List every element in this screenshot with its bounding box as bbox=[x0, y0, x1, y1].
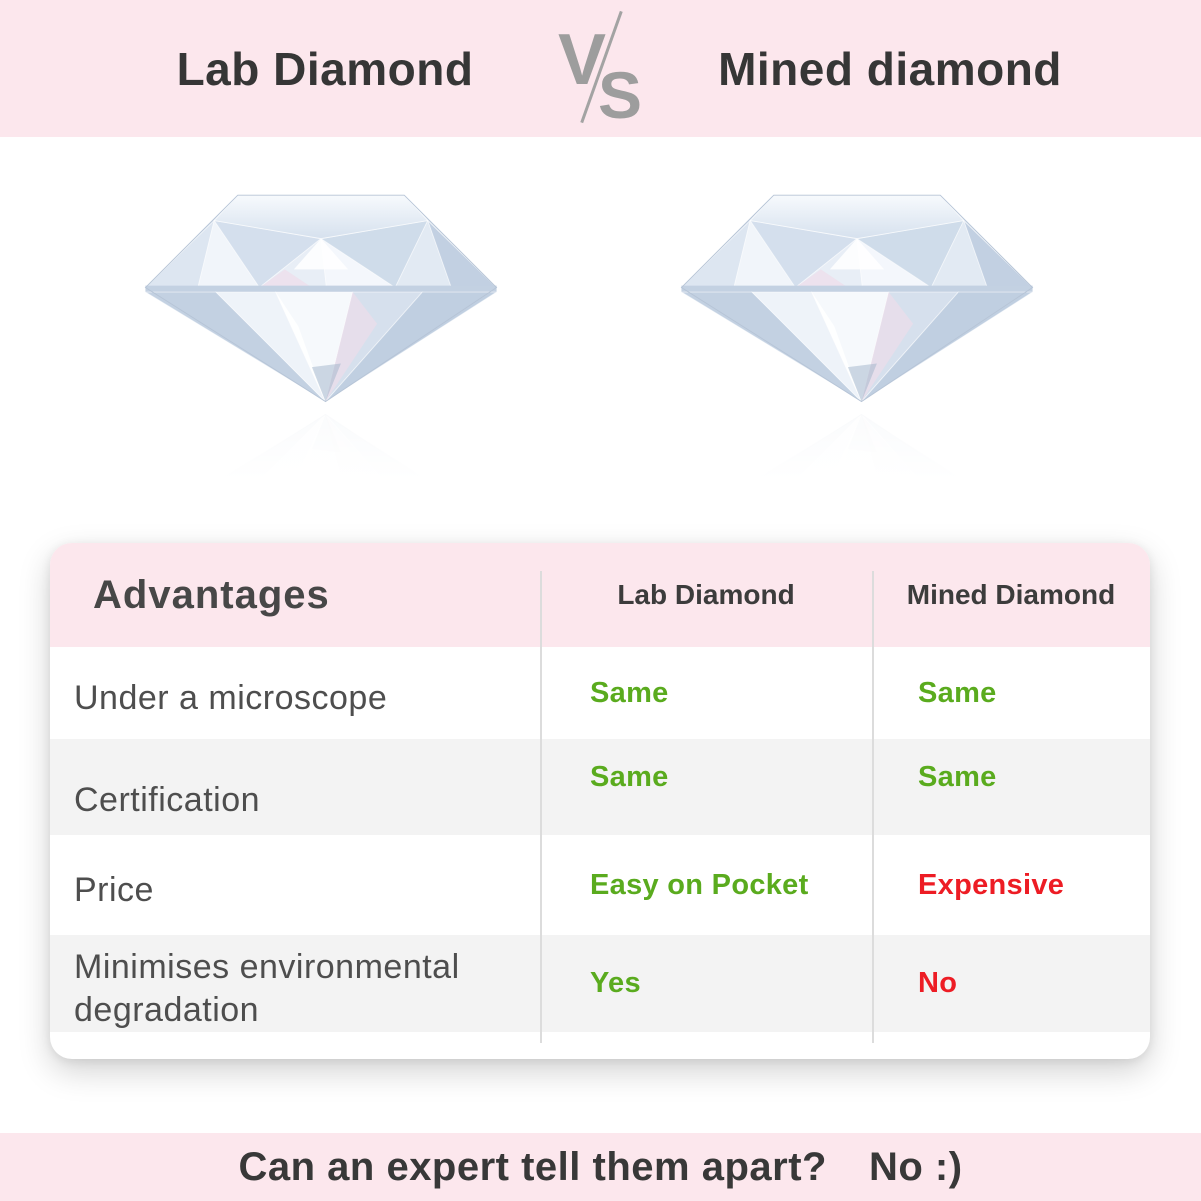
vs-letter-s: S bbox=[598, 58, 643, 132]
diamond-reflection bbox=[676, 408, 1038, 498]
row-label: Under a microscope bbox=[74, 678, 388, 717]
comparison-table-card: Advantages Lab Diamond Mined Diamond Und… bbox=[50, 543, 1150, 1059]
mined-value-cell: Same bbox=[918, 676, 997, 709]
table-row: Minimises environmental degradation Yes … bbox=[50, 935, 1150, 1032]
table-header-row: Advantages Lab Diamond Mined Diamond bbox=[50, 543, 1150, 647]
lab-value-cell: Same bbox=[590, 676, 669, 709]
lab-diamond-title: Lab Diamond bbox=[176, 42, 474, 95]
table-row: Certification Same Same bbox=[50, 739, 1150, 835]
column-divider bbox=[872, 571, 874, 1043]
top-banner: Lab Diamond V S Mined diamond bbox=[0, 0, 1201, 137]
table-row: Price Easy on Pocket Expensive bbox=[50, 835, 1150, 935]
lab-column-header: Lab Diamond bbox=[617, 579, 795, 610]
row-label: Minimises environmental degradation bbox=[74, 948, 460, 1029]
mined-diamond-image bbox=[676, 186, 1038, 498]
lab-value-cell: Yes bbox=[590, 967, 641, 999]
lab-value-cell: Easy on Pocket bbox=[590, 868, 809, 901]
lab-value-cell: Same bbox=[590, 760, 669, 793]
footer-answer: No :) bbox=[868, 1144, 963, 1189]
diamond-illustration bbox=[144, 194, 498, 402]
footer-banner: Can an expert tell them apart? No :) bbox=[0, 1133, 1201, 1201]
mined-column-header: Mined Diamond bbox=[906, 579, 1116, 610]
table-row: Under a microscope Same Same bbox=[50, 647, 1150, 739]
mined-diamond-title: Mined diamond bbox=[718, 42, 1062, 95]
row-label: Price bbox=[74, 870, 154, 909]
diamond-reflection bbox=[140, 408, 502, 498]
column-divider bbox=[540, 571, 542, 1043]
advantages-header: Advantages bbox=[93, 572, 330, 617]
mined-value-cell: No bbox=[918, 967, 958, 999]
footer-question: Can an expert tell them apart? bbox=[238, 1144, 827, 1189]
diamond-illustration bbox=[680, 194, 1034, 402]
mined-value-cell: Same bbox=[918, 760, 997, 793]
vs-icon: V S bbox=[552, 10, 652, 132]
row-label: Certification bbox=[74, 780, 261, 819]
vs-letter-v: V bbox=[558, 20, 607, 100]
lab-diamond-image bbox=[140, 186, 502, 498]
mined-value-cell: Expensive bbox=[918, 868, 1065, 901]
